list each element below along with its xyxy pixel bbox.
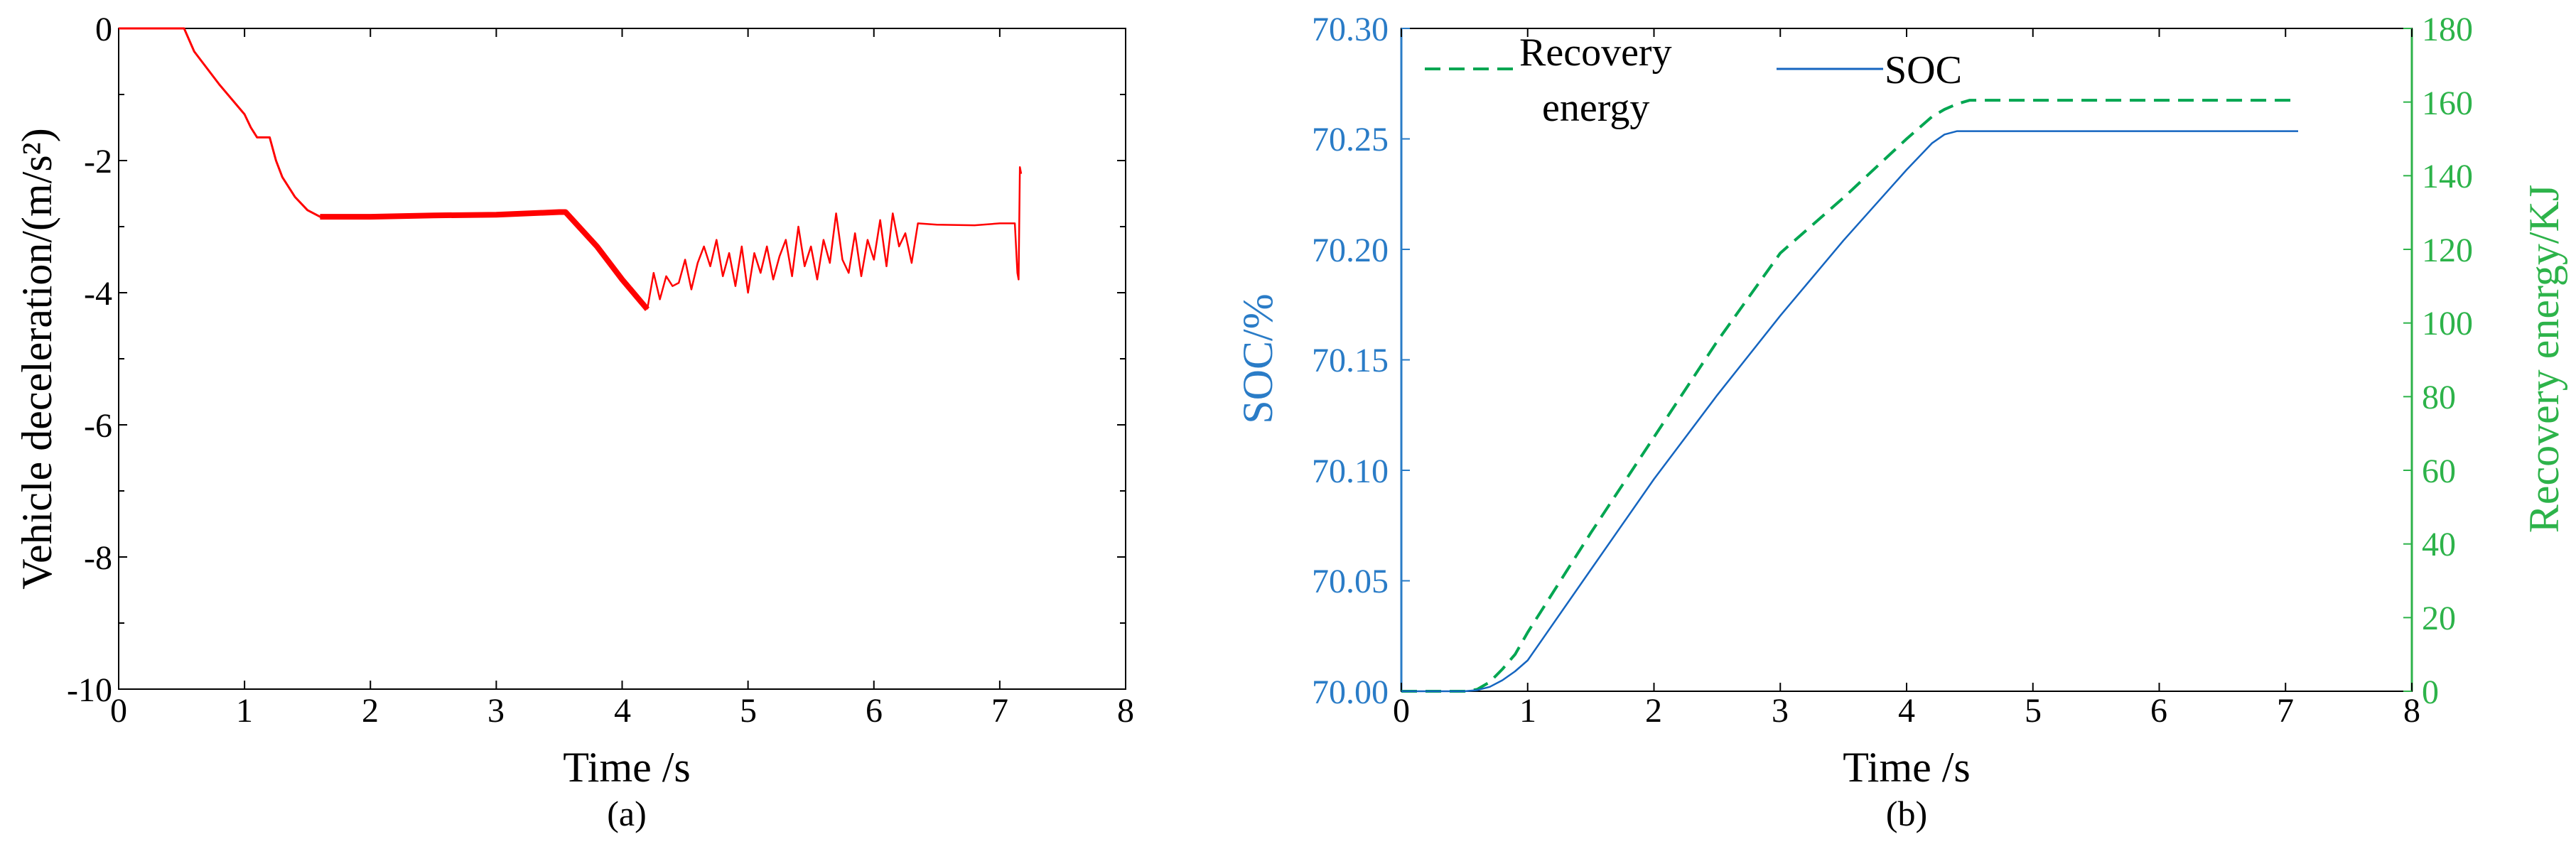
panel-a-ticks <box>118 28 1126 690</box>
panel-a-ytick: 0 <box>95 11 112 48</box>
panel-a-xtick: 6 <box>866 692 883 730</box>
panel-a-xtick: 4 <box>614 692 631 730</box>
panel-a-xtick: 1 <box>236 692 253 730</box>
panel-b-left-ytick: 70.25 <box>1312 121 1389 158</box>
panel-a-ytick: -6 <box>84 407 112 445</box>
panel-a-xtick: 0 <box>110 692 127 730</box>
panel-b-soc-recovery-chart: 0 1 2 3 4 5 6 7 8 70.00 70.05 70.10 70.1… <box>1234 11 2567 833</box>
panel-b-ticks <box>1401 28 2413 692</box>
panel-b-xtick: 8 <box>2403 692 2420 730</box>
panel-a-xtick: 5 <box>740 692 757 730</box>
panel-a-plot-frame <box>118 28 1126 690</box>
panel-a-xtick: 8 <box>1117 692 1134 730</box>
panel-b-legend: Recovery energy SOC <box>1425 31 1962 130</box>
panel-a-caption: (a) <box>607 794 647 833</box>
panel-b-right-ytick: 100 <box>2422 305 2473 342</box>
panel-a-x-axis-title: Time /s <box>563 744 691 791</box>
panel-b-right-ytick: 20 <box>2422 600 2456 637</box>
panel-a-xtick: 7 <box>991 692 1008 730</box>
panel-b-right-ytick: 40 <box>2422 526 2456 563</box>
legend-soc-label: SOC <box>1885 48 1962 92</box>
panel-b-caption: (b) <box>1886 794 1927 833</box>
panel-b-left-ytick: 70.20 <box>1312 232 1389 269</box>
recovery-energy-series-line <box>1401 99 2298 693</box>
panel-b-xtick: 3 <box>1772 692 1789 730</box>
panel-b-series <box>1401 99 2298 693</box>
panel-a-xtick: 2 <box>362 692 379 730</box>
panel-b-left-ytick: 70.00 <box>1312 673 1389 711</box>
legend-recovery-label-line1: Recovery <box>1519 31 1672 75</box>
panel-b-x-axis-title: Time /s <box>1843 744 1971 791</box>
panel-b-xtick: 1 <box>1519 692 1536 730</box>
panel-b-xtick: 5 <box>2025 692 2042 730</box>
legend-recovery-label-line2: energy <box>1542 86 1649 130</box>
panel-b-left-ytick: 70.05 <box>1312 563 1389 600</box>
panel-a-ytick: -8 <box>84 539 112 577</box>
panel-b-xtick: 4 <box>1898 692 1915 730</box>
deceleration-series-line <box>119 27 649 310</box>
panel-b-right-ytick: 0 <box>2422 673 2439 711</box>
panel-b-right-ytick: 140 <box>2422 158 2473 195</box>
panel-b-right-ytick: 180 <box>2422 11 2473 48</box>
panel-b-right-ytick: 60 <box>2422 453 2456 490</box>
panel-a-xtick: 3 <box>487 692 505 730</box>
panel-a-ytick: -4 <box>84 275 112 313</box>
panel-a-ytick: -2 <box>84 143 112 180</box>
panel-b-left-ytick: 70.30 <box>1312 11 1389 48</box>
panel-a-y-axis-title: Vehicle deceleration/(m/s²) <box>14 128 60 589</box>
panel-b-right-y-axis-title: Recovery energy/KJ <box>2521 185 2567 533</box>
panel-a-ytick: -10 <box>67 671 112 709</box>
panel-b-right-ytick: 160 <box>2422 85 2473 122</box>
panel-b-xtick: 6 <box>2150 692 2167 730</box>
panel-b-left-ytick: 70.10 <box>1312 453 1389 490</box>
panel-b-left-ytick: 70.15 <box>1312 342 1389 379</box>
panel-a-deceleration-chart: 0 1 2 3 4 5 6 7 8 0 -2 -4 -6 -8 -10 Time… <box>14 11 1134 833</box>
panel-b-right-ytick: 80 <box>2422 379 2456 416</box>
panel-a-series <box>119 27 1023 311</box>
panel-b-xtick: 7 <box>2277 692 2294 730</box>
panel-b-xtick: 0 <box>1393 692 1410 730</box>
deceleration-series-line <box>646 166 1023 310</box>
deceleration-series-line-emphasis <box>320 209 650 311</box>
panel-b-left-y-axis-title: SOC/% <box>1234 293 1281 423</box>
panel-b-xtick: 2 <box>1645 692 1662 730</box>
soc-series-line <box>1401 130 2298 693</box>
panel-b-right-ytick: 120 <box>2422 232 2473 269</box>
